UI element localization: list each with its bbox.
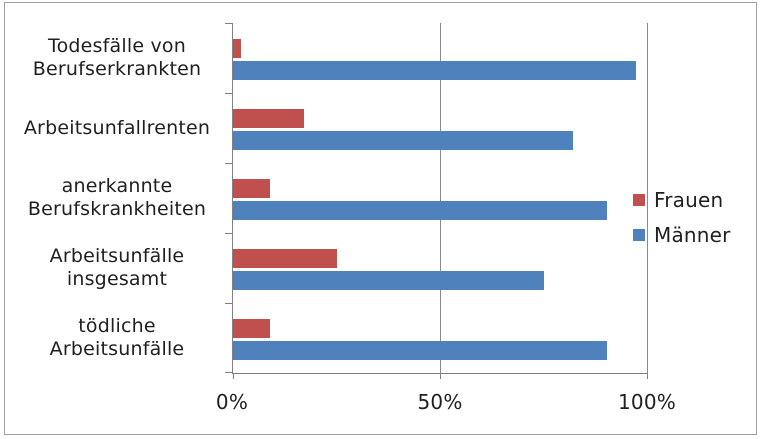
category-label-line: Berufserkrankten bbox=[32, 58, 202, 80]
gridline-50 bbox=[440, 23, 441, 373]
gridline-100 bbox=[647, 23, 648, 373]
category-label-line: Arbeitsunfälle bbox=[49, 245, 185, 267]
legend-swatch-icon bbox=[633, 229, 645, 241]
category-label-line: Berufskrankheiten bbox=[27, 198, 207, 220]
category-label-line: insgesamt bbox=[66, 268, 168, 290]
category-label-4: tödliche Arbeitsunfälle bbox=[8, 303, 226, 373]
category-label-3: Arbeitsunfälle insgesamt bbox=[8, 233, 226, 303]
legend-swatch-icon bbox=[633, 194, 645, 206]
y-axis-tick bbox=[225, 163, 233, 164]
category-label-line: Arbeitsunfallrenten bbox=[23, 116, 211, 139]
bar-frauen-1 bbox=[233, 109, 304, 128]
category-band bbox=[233, 233, 648, 303]
legend-item-frauen: Frauen bbox=[633, 188, 731, 212]
category-label-line: Todesfälle von bbox=[48, 35, 186, 57]
legend-item-männer: Männer bbox=[633, 223, 731, 247]
category-band bbox=[233, 93, 648, 163]
bar-frauen-0 bbox=[233, 39, 241, 58]
y-axis-tick bbox=[225, 233, 233, 234]
y-axis-tick bbox=[225, 372, 233, 373]
bar-männer-3 bbox=[233, 271, 544, 290]
x-axis-tick bbox=[233, 373, 234, 379]
category-band bbox=[233, 23, 648, 93]
x-axis-tick bbox=[647, 373, 648, 379]
legend: Frauen Männer bbox=[633, 188, 731, 259]
y-axis-tick bbox=[225, 23, 233, 24]
category-band bbox=[233, 303, 648, 373]
category-label-2: anerkannte Berufskrankheiten bbox=[8, 163, 226, 233]
x-axis-tick bbox=[440, 373, 441, 379]
bar-männer-2 bbox=[233, 201, 607, 220]
legend-label: Männer bbox=[654, 223, 731, 247]
bar-männer-0 bbox=[233, 61, 636, 80]
category-label-1: Arbeitsunfallrenten bbox=[8, 93, 226, 163]
y-axis-tick bbox=[225, 303, 233, 304]
x-axis-tick-labels: 0% 50% 100% bbox=[0, 391, 760, 415]
x-axis-label-0%: 0% bbox=[215, 390, 249, 414]
y-axis-tick bbox=[225, 93, 233, 94]
category-band bbox=[233, 163, 648, 233]
category-label-line: anerkannte bbox=[61, 175, 173, 197]
bar-frauen-2 bbox=[233, 179, 270, 198]
bar-männer-4 bbox=[233, 341, 607, 360]
bar-frauen-4 bbox=[233, 319, 270, 338]
plot-area bbox=[225, 23, 648, 379]
category-label-0: Todesfälle von Berufserkrankten bbox=[8, 23, 226, 93]
legend-label: Frauen bbox=[654, 188, 724, 212]
bar-männer-1 bbox=[233, 131, 573, 150]
x-axis-label-100%: 100% bbox=[618, 390, 676, 414]
x-axis-label-50%: 50% bbox=[417, 390, 463, 414]
category-axis-labels: Todesfälle von Berufserkrankten Arbeitsunf… bbox=[8, 23, 226, 373]
category-label-line: tödliche bbox=[78, 315, 156, 337]
category-label-line: Arbeitsunfälle bbox=[49, 338, 185, 360]
bar-frauen-3 bbox=[233, 249, 337, 268]
